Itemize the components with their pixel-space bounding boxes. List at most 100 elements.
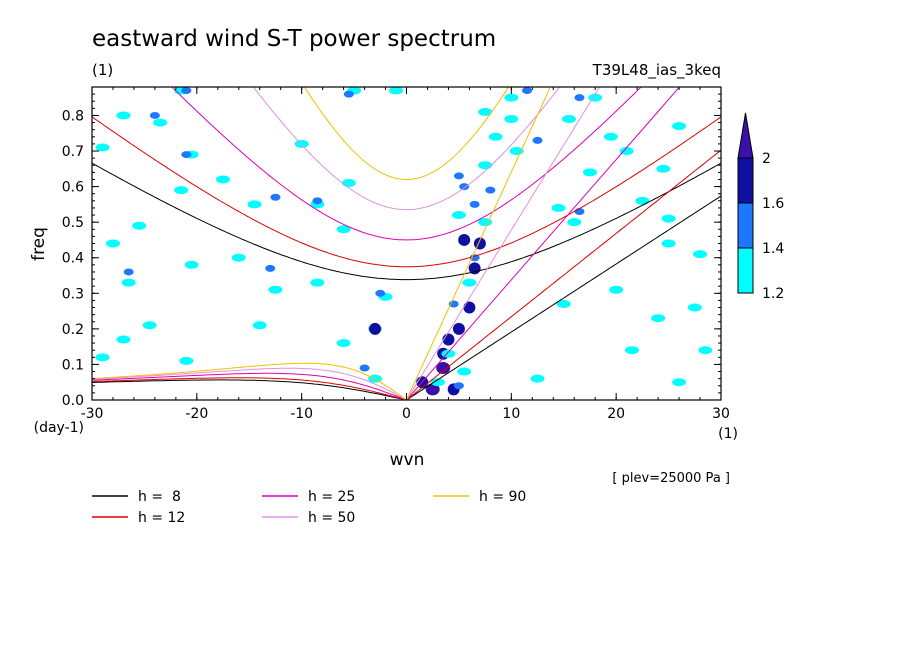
- y-tick-label: 0.5: [62, 215, 84, 231]
- power-patch: [463, 301, 476, 314]
- x-tick-label: 0: [402, 406, 411, 422]
- x-tick-label: -20: [185, 406, 208, 422]
- power-patch: [457, 367, 472, 376]
- x-axis-label: wvn: [390, 450, 425, 470]
- power-patch: [179, 356, 194, 365]
- legend-label: h = 50: [308, 510, 355, 526]
- power-patch: [270, 193, 281, 201]
- power-patch: [389, 87, 404, 95]
- power-patch: [672, 122, 687, 131]
- power-patch: [452, 322, 465, 335]
- power-patch: [116, 335, 131, 344]
- legend-label: h = 90: [479, 489, 526, 505]
- power-patch: [369, 322, 382, 335]
- y-tick-label: 0.2: [62, 322, 84, 338]
- power-patch: [105, 239, 120, 248]
- power-patch: [635, 196, 650, 205]
- dispersion-curve-rossby: [92, 367, 407, 400]
- y-axis-label: freq: [29, 227, 49, 261]
- power-patch: [341, 179, 356, 188]
- power-patch: [462, 278, 477, 287]
- power-patch: [425, 383, 440, 396]
- dispersion-curve-kelvin: [406, 87, 551, 400]
- x-tick-label: 20: [607, 406, 625, 422]
- x-tick-label: 30: [712, 406, 730, 422]
- dispersion-curve-gravity: [171, 87, 642, 241]
- power-patch: [441, 349, 456, 358]
- power-patch: [216, 175, 231, 184]
- legend-label: h = 8: [138, 489, 181, 505]
- y-tick-label: 0.7: [62, 144, 84, 160]
- axes: -30 -20 -10 0 10 20 30 0.0 0.1 0.2 0.3 0.4 0.5 0.6 0.7…: [62, 87, 730, 422]
- power-patch: [687, 303, 702, 312]
- power-patch: [149, 111, 160, 119]
- power-patch: [609, 285, 624, 294]
- power-patch: [478, 161, 493, 170]
- power-patch: [453, 172, 464, 180]
- power-patch: [469, 200, 480, 208]
- power-patch: [95, 353, 110, 362]
- plot-frame: [91, 86, 722, 401]
- power-patches: [95, 87, 713, 396]
- power-patch: [121, 278, 136, 287]
- power-patch: [451, 211, 466, 220]
- power-patch: [532, 136, 543, 144]
- y-unit-label: (day-1): [34, 420, 84, 436]
- power-patch: [551, 203, 566, 212]
- dispersion-curve-rossby: [92, 372, 407, 400]
- dispersion-curve-gravity: [92, 116, 721, 268]
- power-patch: [312, 197, 323, 205]
- power-patch: [530, 374, 545, 383]
- power-patch: [174, 186, 189, 195]
- level-note: [ plev=25000 Pa ]: [612, 471, 730, 486]
- y-tick-label: 0.4: [62, 251, 84, 267]
- power-patch: [556, 299, 571, 308]
- power-patch: [181, 87, 192, 95]
- power-patch: [693, 250, 708, 259]
- power-patch: [132, 221, 147, 230]
- power-patch: [651, 314, 666, 323]
- power-patch: [231, 253, 246, 262]
- power-patch: [142, 321, 157, 330]
- power-patch: [436, 361, 451, 374]
- power-patch: [488, 132, 503, 141]
- y-tick-label: 0.6: [62, 180, 84, 196]
- power-patch: [561, 115, 576, 124]
- power-patch: [603, 132, 618, 141]
- y-tick-label: 0.1: [62, 357, 84, 373]
- colorbar-label: 1.2: [762, 286, 784, 302]
- dispersion-curve-kelvin: [406, 195, 721, 400]
- colorbar: 1.2 1.4 1.6 2: [737, 112, 784, 302]
- dispersion-curve-rossby: [92, 377, 407, 400]
- power-patch: [661, 214, 676, 223]
- dispersion-curve-rossby: [92, 379, 407, 400]
- colorbar-label: 1.4: [762, 241, 784, 257]
- colorbar-segment: [737, 157, 754, 204]
- dispersion-curve-gravity: [303, 87, 510, 181]
- power-patch: [509, 147, 524, 156]
- power-patch: [375, 289, 386, 297]
- power-patch: [504, 93, 519, 102]
- y-tick-label: 0.0: [62, 393, 84, 409]
- x-tick-label: -30: [81, 406, 104, 422]
- power-patch: [698, 346, 713, 355]
- dispersion-curve-rossby: [92, 362, 407, 400]
- power-patch: [123, 268, 134, 276]
- power-patch: [624, 346, 639, 355]
- power-patch: [453, 382, 464, 390]
- power-patch: [181, 151, 192, 159]
- power-patch: [656, 164, 671, 173]
- power-patch: [336, 225, 351, 234]
- legend-label: h = 25: [308, 489, 355, 505]
- dispersion-curve-kelvin: [406, 87, 681, 400]
- power-patch: [310, 278, 325, 287]
- power-patch: [574, 94, 585, 102]
- power-patch: [430, 378, 445, 387]
- x-tick-label: 10: [502, 406, 520, 422]
- dispersion-curve-gravity: [252, 87, 561, 211]
- power-patch: [252, 321, 267, 330]
- power-patch: [359, 364, 370, 372]
- power-patch: [485, 186, 496, 194]
- power-patch: [184, 260, 199, 269]
- power-patch: [619, 147, 634, 156]
